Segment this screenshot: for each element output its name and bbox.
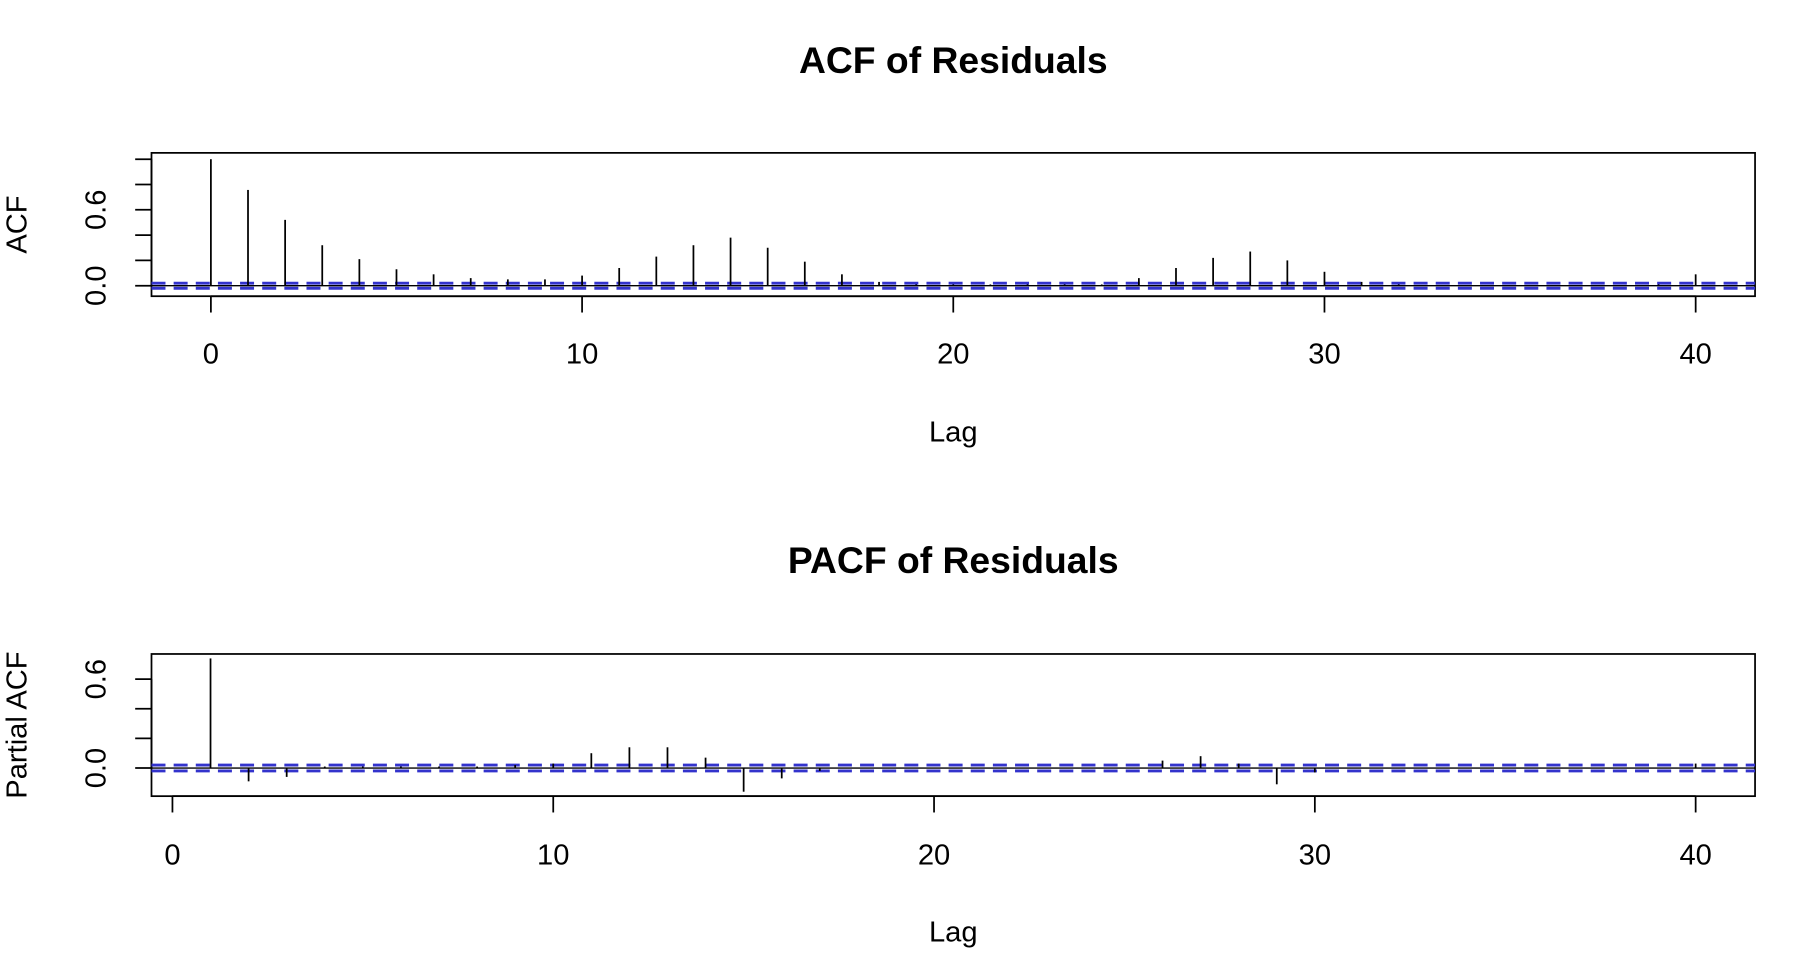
x-tick-label: 40 xyxy=(1679,839,1711,871)
x-tick-label: 0 xyxy=(164,839,180,871)
plot-frame xyxy=(150,151,1756,298)
y-tick-label: 0.6 xyxy=(81,659,113,700)
x-tick-label: 30 xyxy=(1299,839,1331,871)
x-tick-label: 20 xyxy=(918,839,950,871)
chart-title: PACF of Residuals xyxy=(788,539,1119,581)
y-tick-label: 0.6 xyxy=(81,190,113,231)
x-axis-label: Lag xyxy=(929,916,978,948)
y-axis-label: ACF xyxy=(1,195,33,253)
x-tick-label: 40 xyxy=(1679,338,1711,370)
x-tick-label: 30 xyxy=(1308,338,1340,370)
x-tick-label: 0 xyxy=(203,338,219,370)
y-axis-label: Partial ACF xyxy=(1,651,33,798)
x-tick-label: 20 xyxy=(937,338,969,370)
y-tick-label: 0.0 xyxy=(81,748,113,789)
x-axis-label: Lag xyxy=(929,416,978,448)
chart-title: ACF of Residuals xyxy=(799,39,1108,81)
y-tick-label: 0.0 xyxy=(81,265,113,306)
x-tick-label: 10 xyxy=(566,338,598,370)
plot-frame xyxy=(150,653,1756,798)
x-tick-label: 10 xyxy=(537,839,569,871)
